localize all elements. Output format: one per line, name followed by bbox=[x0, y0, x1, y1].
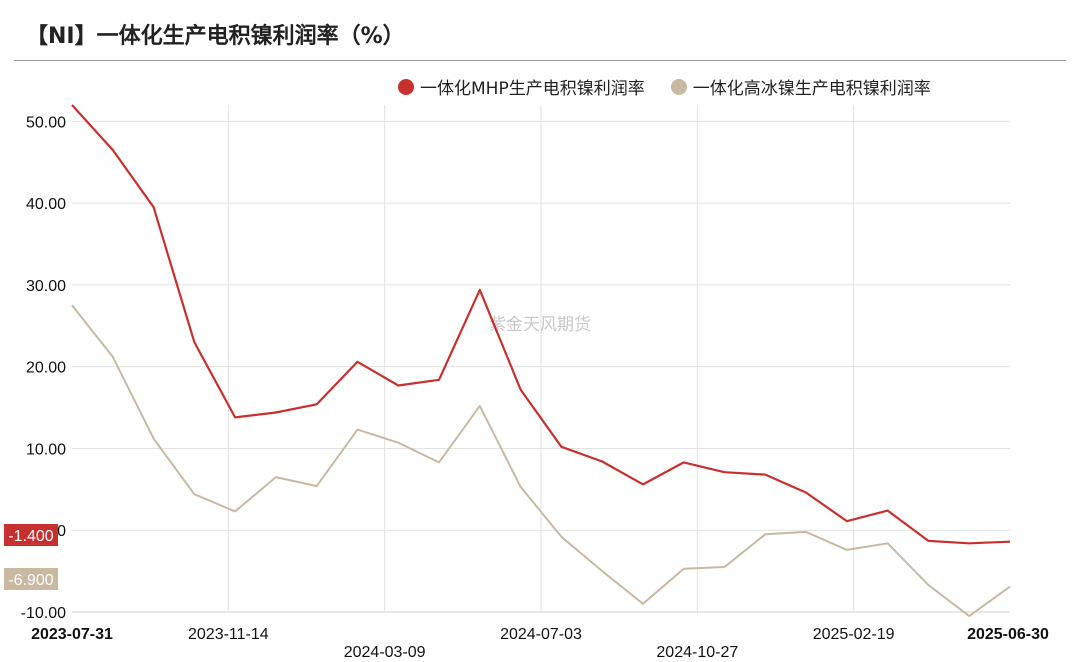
last-value-tag-bg bbox=[4, 524, 58, 546]
x-tick-label: 2023-07-31 bbox=[31, 626, 113, 643]
legend: 一体化MHP生产电积镍利润率 一体化高冰镍生产电积镍利润率 bbox=[398, 74, 957, 99]
last-value-tag: -6.900 bbox=[8, 572, 53, 589]
watermark-text: 紫金天风期货 bbox=[489, 315, 591, 335]
last-value-tag-bg bbox=[4, 568, 58, 590]
last-value-tags: -1.400 -6.900 bbox=[4, 524, 58, 590]
series-line-hpal bbox=[71, 304, 1011, 618]
y-tick-label: -10.00 bbox=[21, 605, 66, 622]
legend-item-mhp[interactable]: 一体化MHP生产电积镍利润率 bbox=[398, 74, 645, 99]
x-tick-label: 2024-10-27 bbox=[656, 644, 738, 661]
x-tick-label: 2024-03-09 bbox=[344, 644, 426, 661]
legend-label-hpal: 一体化高冰镍生产电积镍利润率 bbox=[692, 79, 931, 99]
x-axis-ticks: 2023-07-31 2023-11-14 2024-03-09 2024-07-03… bbox=[31, 626, 1049, 661]
series-lines bbox=[71, 104, 1011, 618]
y-axis-ticks: 50.00 40.00 30.00 20.00 10.00 0 -10.00 bbox=[21, 114, 66, 622]
legend-label-mhp: 一体化MHP生产电积镍利润率 bbox=[420, 79, 645, 99]
x-tick-label: 2024-07-03 bbox=[500, 626, 582, 643]
x-tick-label: 2025-02-19 bbox=[813, 626, 895, 643]
y-tick-label: 0 bbox=[57, 523, 66, 540]
y-tick-label: 50.00 bbox=[26, 114, 66, 131]
legend-item-hpal[interactable]: 一体化高冰镍生产电积镍利润率 bbox=[670, 74, 931, 99]
y-tick-label: 10.00 bbox=[26, 441, 66, 458]
x-tick-label: 2023-11-14 bbox=[188, 626, 269, 643]
x-tick-label: 2025-06-30 bbox=[967, 626, 1049, 643]
legend-marker-mhp bbox=[398, 78, 414, 95]
last-value-tag: -1.400 bbox=[8, 528, 53, 545]
grid-lines bbox=[72, 105, 1010, 613]
y-tick-label: 40.00 bbox=[26, 196, 66, 213]
y-tick-label: 30.00 bbox=[26, 278, 66, 295]
legend-marker-hpal bbox=[670, 78, 687, 95]
chart-title: 【NI】一体化生产电积镍利润率（%） bbox=[26, 24, 405, 49]
y-tick-label: 20.00 bbox=[26, 360, 66, 377]
series-line-mhp bbox=[71, 104, 1011, 545]
title-divider bbox=[14, 60, 1066, 61]
